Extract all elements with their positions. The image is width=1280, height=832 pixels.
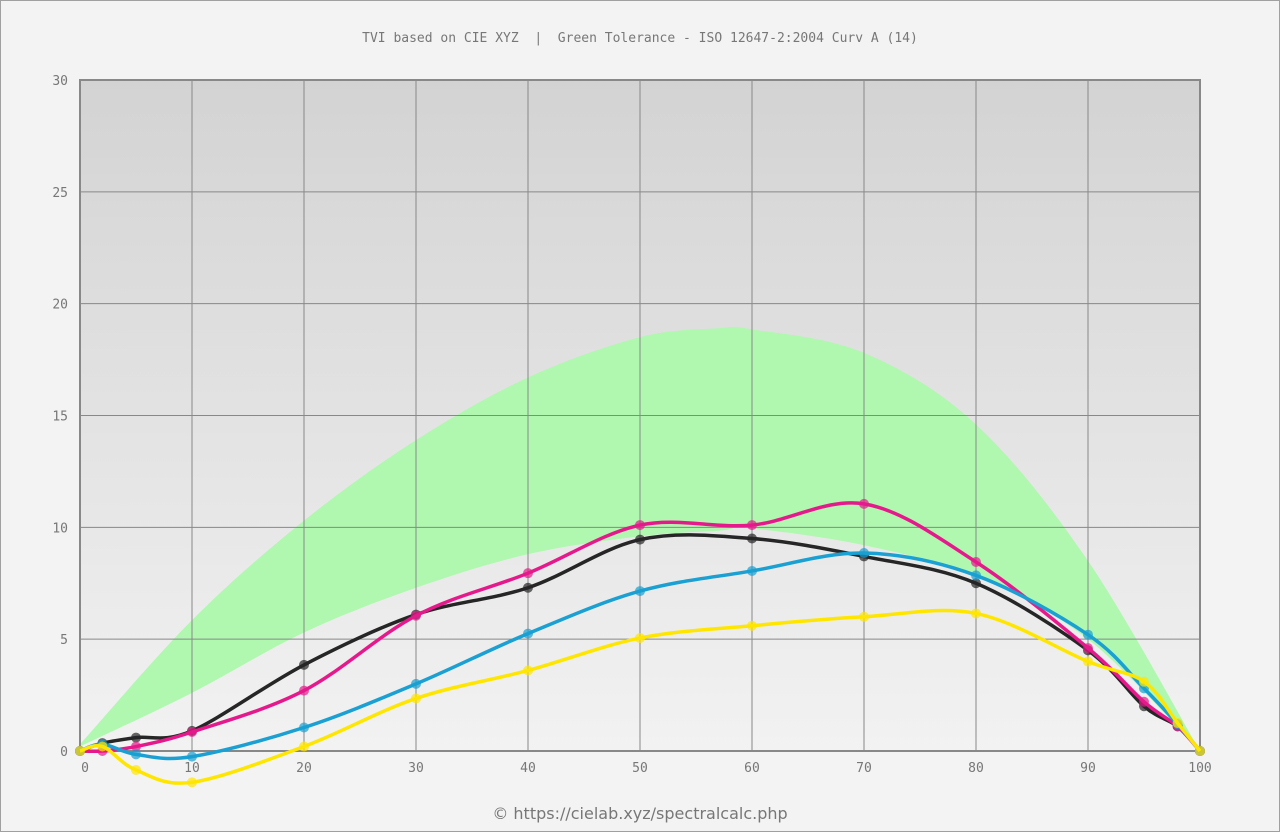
y-tick-label: 0 xyxy=(60,745,68,760)
data-point-magenta xyxy=(635,520,645,531)
data-point-magenta xyxy=(859,498,869,509)
plot-border xyxy=(79,79,1201,752)
x-tick-label: 80 xyxy=(968,761,984,776)
data-point-yellow xyxy=(1172,718,1183,729)
data-point-cyan xyxy=(635,586,645,597)
data-point-magenta xyxy=(523,568,533,579)
data-point-yellow xyxy=(97,741,108,752)
y-tick-label: 10 xyxy=(52,521,68,536)
data-point-cyan xyxy=(523,628,533,639)
x-tick-label: 0 xyxy=(81,761,89,776)
x-tick-label: 10 xyxy=(184,761,200,776)
data-point-magenta xyxy=(1083,643,1093,654)
data-point-cyan xyxy=(187,751,197,762)
x-tick-label: 40 xyxy=(520,761,536,776)
data-point-cyan xyxy=(859,548,869,559)
data-point-magenta xyxy=(411,610,421,621)
data-point-cyan xyxy=(971,570,981,581)
y-tick-label: 20 xyxy=(52,298,68,313)
data-point-black xyxy=(635,534,645,545)
data-point-yellow xyxy=(635,633,645,644)
x-tick-label: 20 xyxy=(296,761,312,776)
data-point-yellow xyxy=(187,777,197,788)
credit-link[interactable]: © https://cielab.xyz/spectralcalc.php xyxy=(492,804,788,823)
data-point-yellow xyxy=(131,765,141,776)
data-point-black xyxy=(523,582,533,593)
x-tick-label: 100 xyxy=(1188,761,1211,776)
data-point-yellow xyxy=(747,620,757,631)
tolerance-band xyxy=(80,326,1200,751)
data-point-magenta xyxy=(131,741,141,752)
data-point-magenta xyxy=(1139,696,1149,707)
data-point-yellow xyxy=(1083,656,1093,667)
data-point-yellow xyxy=(299,741,309,752)
data-point-yellow xyxy=(1139,676,1149,687)
data-point-yellow xyxy=(75,746,85,756)
x-tick-label: 50 xyxy=(632,761,648,776)
x-tick-label: 70 xyxy=(856,761,872,776)
series-yellow xyxy=(75,608,1205,788)
data-point-yellow xyxy=(1195,746,1205,756)
chart-title: TVI based on CIE XYZ | Green Tolerance -… xyxy=(362,31,918,46)
data-point-yellow xyxy=(411,693,421,704)
x-tick-label: 30 xyxy=(408,761,424,776)
x-tick-label: 90 xyxy=(1080,761,1096,776)
data-point-cyan xyxy=(747,565,757,576)
data-point-magenta xyxy=(747,520,757,531)
data-point-magenta xyxy=(299,685,309,696)
data-point-black xyxy=(971,578,981,589)
data-point-cyan xyxy=(299,722,309,733)
data-point-black xyxy=(747,533,757,544)
data-point-cyan xyxy=(1083,629,1093,640)
y-tick-label: 30 xyxy=(52,74,68,89)
data-point-black xyxy=(131,732,141,743)
x-tick-label: 60 xyxy=(744,761,760,776)
data-point-yellow xyxy=(523,665,533,676)
data-point-yellow xyxy=(859,611,869,622)
data-point-magenta xyxy=(187,726,197,737)
y-tick-label: 25 xyxy=(52,186,68,201)
data-point-black xyxy=(299,659,309,670)
data-point-cyan xyxy=(131,749,141,760)
data-point-cyan xyxy=(411,678,421,689)
data-point-magenta xyxy=(971,557,981,568)
y-tick-label: 5 xyxy=(60,633,68,648)
y-tick-label: 15 xyxy=(52,410,68,425)
data-point-yellow xyxy=(971,608,981,619)
